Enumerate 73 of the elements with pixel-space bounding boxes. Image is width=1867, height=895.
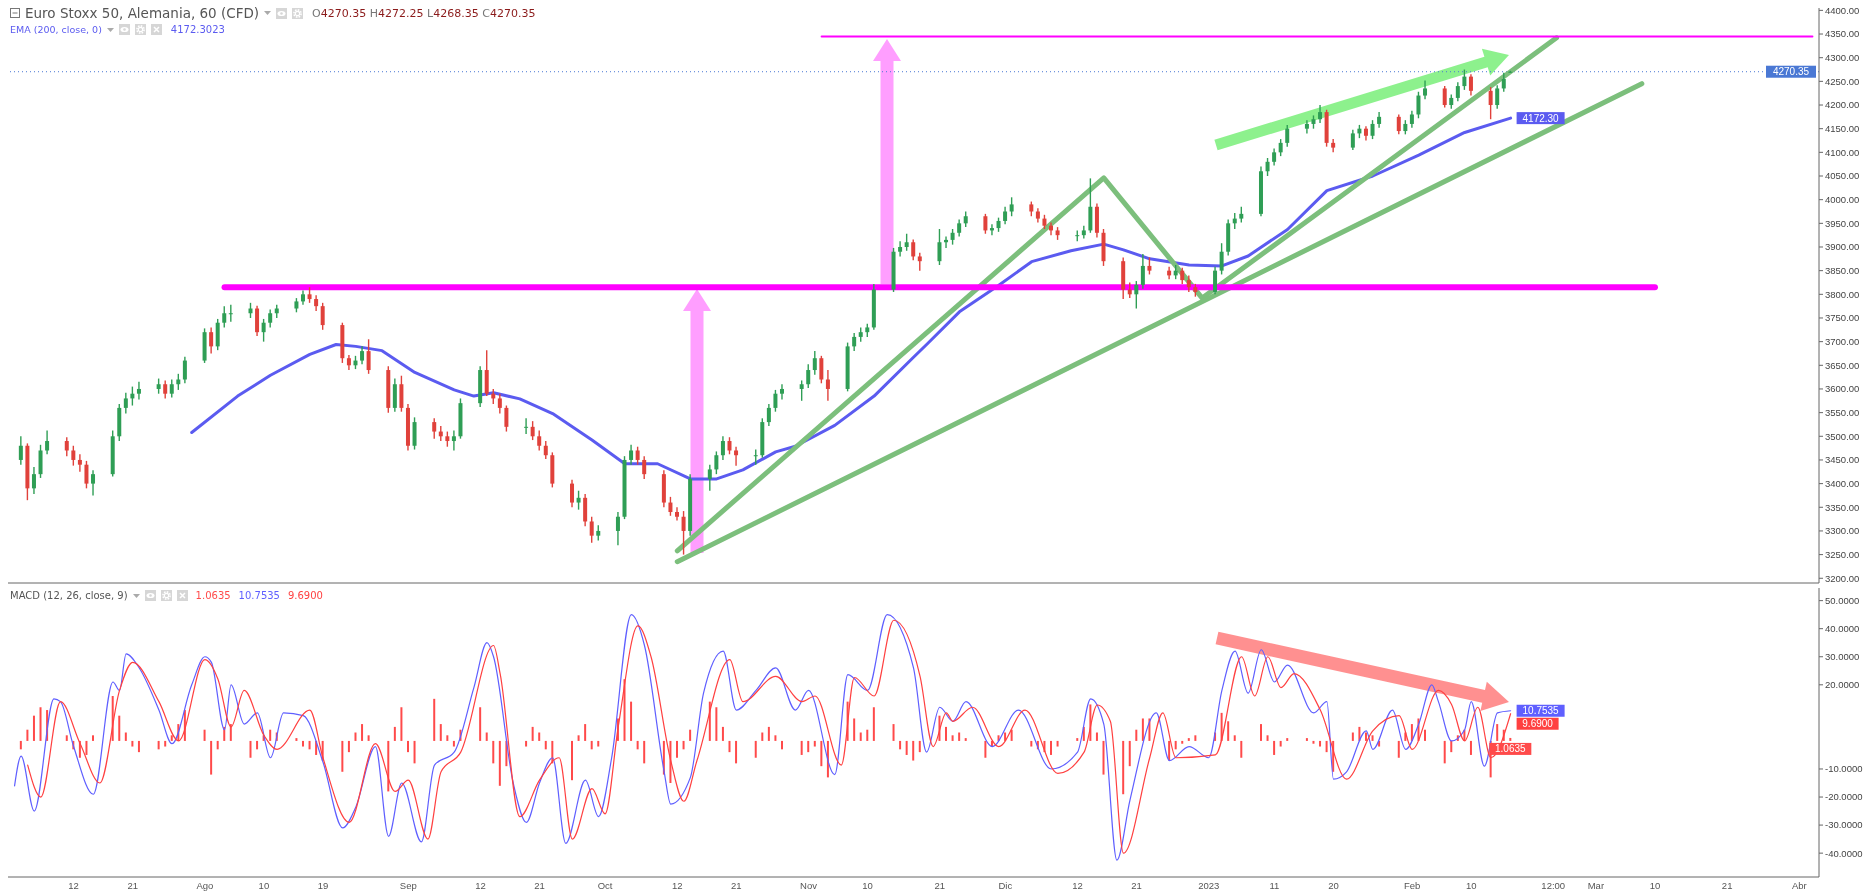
y-tick-label: 3800.00	[1825, 288, 1860, 300]
x-tick-label: 10	[258, 879, 270, 891]
x-tick-label: Mar	[1587, 879, 1605, 891]
x-tick-label: Ago	[196, 879, 214, 891]
x-tick-label: 10	[1649, 879, 1661, 891]
y-tick-label: 3600.00	[1825, 383, 1860, 395]
y-tick-label: 3400.00	[1825, 477, 1860, 489]
y-tick-label: 3550.00	[1825, 407, 1860, 418]
text: 1.0635	[195, 590, 231, 601]
x-tick-label: 12	[1072, 879, 1083, 891]
y-tick-label: -30.0000	[1825, 819, 1863, 831]
y-tick-label: -40.0000	[1825, 847, 1863, 859]
y-tick-label: 4250.00	[1825, 75, 1860, 87]
x-tick-label: 10	[1465, 879, 1477, 891]
x-tick-label: Abr	[1791, 879, 1807, 891]
y-tick-label: 3450.00	[1825, 454, 1860, 466]
x-tick-label: Nov	[800, 879, 818, 891]
data-label: 1.0635	[1495, 743, 1527, 755]
x-tick-label: Feb	[1403, 879, 1421, 891]
y-tick-label: 4400.00	[1825, 4, 1860, 16]
ref-line-label: 4270.35	[1772, 66, 1810, 78]
x-tick-label: 21	[127, 879, 138, 891]
x-tick-label: 19	[317, 879, 329, 891]
y-tick-label: 4100.00	[1825, 146, 1860, 158]
annotation: 4172.3023	[170, 24, 225, 35]
x-tick-label: 21	[1131, 879, 1142, 891]
y-tick-label: 20.0000	[1825, 679, 1860, 691]
y-tick-label: 3700.00	[1825, 336, 1860, 348]
x-tick-label: 12	[68, 879, 79, 891]
y-tick-label: 3900.00	[1825, 241, 1860, 253]
y-tick-label: 4050.00	[1825, 170, 1860, 182]
x-tick-label: 21	[731, 879, 742, 891]
y-tick-label: 4200.00	[1825, 99, 1860, 111]
x-tick-label: 2023	[1198, 879, 1220, 891]
y-tick-label: 3500.00	[1825, 430, 1860, 442]
x-tick-label: 12	[475, 879, 486, 891]
x-tick-label: 20	[1328, 879, 1339, 891]
data-label: 10.7535	[1522, 705, 1560, 717]
y-tick-label: 3650.00	[1825, 359, 1860, 371]
y-tick-label: 4350.00	[1825, 28, 1860, 40]
y-tick-label: 4150.00	[1825, 123, 1860, 135]
chart-title: MACD (12, 26, close, 9)	[10, 590, 128, 601]
y-tick-label: 4000.00	[1825, 194, 1860, 206]
data-label: 4172.30	[1522, 112, 1560, 124]
chart-title: Euro Stoxx 50, Alemania, 60 (CFD)	[25, 5, 260, 21]
data-label: 9.6900	[1522, 718, 1554, 730]
y-tick-label: 50.0000	[1825, 595, 1860, 606]
y-tick-label: 3350.00	[1825, 501, 1860, 513]
y-tick-label: 30.0000	[1825, 651, 1860, 663]
y-tick-label: -20.0000	[1825, 791, 1863, 803]
y-tick-label: 3950.00	[1825, 217, 1860, 229]
x-tick-label: 12	[671, 879, 683, 891]
y-tick-label: 3200.00	[1825, 572, 1860, 584]
text: EMA (200, close, 0)	[10, 24, 102, 35]
x-tick-label: Sep	[399, 879, 417, 891]
x-tick-label: 11	[1269, 879, 1280, 891]
y-tick-label: 3250.00	[1825, 548, 1860, 560]
x-tick-label: 21	[1721, 879, 1733, 891]
text: 10.7535	[238, 590, 280, 601]
annotation: O4270.35 H4272.25 L4268.35 C4270.35	[312, 6, 536, 20]
x-tick-label: Oct	[597, 879, 613, 891]
x-tick-label: 10	[862, 879, 873, 891]
y-tick-label: 4300.00	[1825, 52, 1860, 64]
y-tick-label: 3850.00	[1825, 265, 1860, 277]
text: 9.6900	[287, 590, 323, 601]
x-tick-label: 21	[934, 879, 946, 891]
x-tick-label: 12:00	[1541, 879, 1566, 891]
y-tick-label: -10.0000	[1825, 763, 1863, 775]
y-tick-label: 3750.00	[1825, 312, 1860, 324]
y-tick-label: 40.0000	[1825, 623, 1860, 635]
y-tick-label: 3300.00	[1825, 525, 1860, 537]
x-tick-label: 21	[534, 879, 545, 891]
x-tick-label: Dic	[998, 879, 1013, 891]
